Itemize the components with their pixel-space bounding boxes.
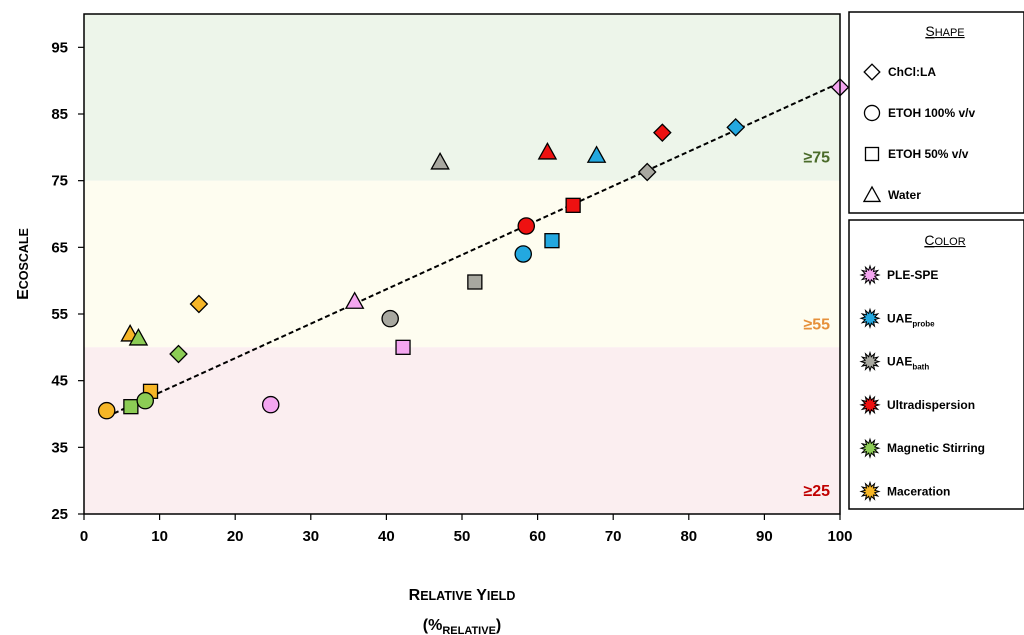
zone-label: ≥55 [803, 316, 830, 333]
legend-color-label: UAEbath [887, 355, 929, 372]
legend-shape-title: SHAPE [925, 23, 964, 39]
data-point-circle-gray [381, 309, 399, 328]
x-axis-unit-prefix: (% [423, 617, 443, 634]
legend-color-box: COLOR PLE-SPE UAEprobe UAEbath Ultradispers… [848, 219, 1024, 510]
legend-shape-label: Water [888, 188, 921, 202]
data-point-square-pink [395, 339, 411, 355]
y-axis-title: ECOSCALE [15, 228, 32, 300]
data-point-square-green [123, 399, 139, 415]
legend-circle-icon [863, 104, 881, 122]
trendline [106, 81, 841, 418]
trendline-group [106, 81, 841, 418]
data-point-triangle-blue [586, 145, 607, 163]
zone-label: ≥25 [803, 483, 830, 500]
x-axis-title-rest: IELD [487, 589, 515, 603]
x-tick-label: 50 [454, 528, 471, 545]
data-point-circle-red [517, 217, 536, 235]
y-axis-title-initial: E [15, 289, 32, 300]
data-point-square-gray [467, 274, 483, 290]
legend-blue-starburst-icon [859, 307, 881, 329]
data-point-triangle-gray [430, 151, 450, 170]
x-axis-title: RELATIVE YIELD [409, 587, 516, 604]
legend-shape-box: SHAPE ChCl:LA ETOH 100% v/v ETOH 50% v/v Wa… [848, 11, 1024, 214]
x-tick-label: 90 [756, 528, 773, 545]
x-tick-label: 40 [378, 528, 395, 545]
legend-shape-label: ChCl:LA [888, 65, 936, 79]
legend-color-label: Magnetic Stirring [887, 441, 985, 455]
legend-color-entries: PLE-SPE UAEprobe UAEbath Ultradispersion Mag… [859, 264, 985, 503]
data-point-square-red [565, 197, 581, 213]
x-axis-title-initial: R [409, 587, 421, 604]
data-point-triangle-pink [344, 291, 365, 309]
x-axis-title-initial: Y [472, 587, 487, 604]
legend-gray-starburst-icon [859, 350, 881, 373]
legend-color-label: UAEprobe [887, 311, 935, 328]
x-axis-unit: (%RELATIVE) [423, 617, 501, 635]
legend-color-label: PLE-SPE [887, 268, 938, 282]
y-tick-label: 85 [51, 106, 68, 123]
y-tick-label: 95 [51, 39, 68, 56]
legend-pink-starburst-icon [859, 264, 881, 286]
data-point-square-blue [544, 233, 560, 249]
zone-band [84, 347, 840, 514]
data-point-circle-green [136, 391, 155, 410]
y-tick-label: 65 [51, 239, 68, 256]
data-point-triangle-red [537, 141, 558, 160]
data-point-diamond-blue [726, 118, 745, 137]
legend-color-label: Ultradispersion [887, 398, 975, 412]
x-tick-label: 100 [827, 528, 852, 545]
legend-shape-entries: ChCl:LA ETOH 100% v/v ETOH 50% v/v Water [862, 63, 975, 203]
x-axis-unit-suffix: ) [496, 617, 501, 634]
zone-band [84, 180, 840, 348]
x-tick-label: 0 [80, 528, 88, 545]
legend-color-title: COLOR [924, 232, 965, 248]
x-tick-label: 70 [605, 528, 622, 545]
legend-shape-label: ETOH 50% v/v [888, 147, 969, 161]
data-point-diamond-orange [189, 294, 209, 314]
zone-labels: ≥75 ≥55 ≥25 [803, 150, 830, 500]
legend-shape-title-text: SHAPE [925, 23, 964, 39]
x-tick-label: 80 [680, 528, 697, 545]
legend-square-icon [864, 146, 880, 162]
data-point-circle-blue [514, 245, 533, 263]
data-point-diamond-green [169, 344, 188, 364]
data-point-diamond-red [653, 123, 672, 142]
x-axis-unit-subscript: RELATIVE [442, 625, 496, 635]
y-tick-label: 55 [51, 306, 68, 323]
y-tick-label: 75 [51, 173, 68, 190]
x-tick-label: 10 [151, 528, 168, 545]
x-tick-label: 30 [302, 528, 319, 545]
zone-band [84, 14, 840, 181]
zone-label: ≥75 [803, 150, 830, 167]
y-axis-ticks: 25 35 45 55 65 75 85 95 [51, 39, 84, 523]
zone-bands [84, 14, 840, 514]
x-tick-label: 60 [529, 528, 546, 545]
legend-color-title-text: COLOR [924, 232, 965, 248]
y-tick-label: 25 [51, 506, 68, 523]
data-point-circle-pink [261, 395, 280, 414]
x-axis-ticks: 0 10 20 30 40 50 60 70 80 90 100 [80, 514, 853, 545]
legend-diamond-icon [863, 63, 881, 81]
legend-triangle-icon [862, 185, 882, 203]
data-point-diamond-gray [637, 162, 657, 182]
data-point-circle-orange [97, 401, 116, 420]
legend-green-starburst-icon [859, 437, 881, 459]
x-tick-label: 20 [227, 528, 244, 545]
legend-color-label: Maceration [887, 485, 950, 499]
y-tick-label: 45 [51, 373, 68, 390]
legend-shape-label: ETOH 100% v/v [888, 106, 975, 120]
legend-red-starburst-icon [859, 394, 881, 416]
legend-orange-starburst-icon [859, 480, 881, 503]
data-point-triangle-green [128, 327, 149, 346]
y-tick-label: 35 [51, 439, 68, 456]
y-axis-title-rest: COSCALE [17, 228, 31, 289]
x-axis-title-rest: ELATIVE [420, 589, 472, 603]
data-points [97, 78, 850, 420]
